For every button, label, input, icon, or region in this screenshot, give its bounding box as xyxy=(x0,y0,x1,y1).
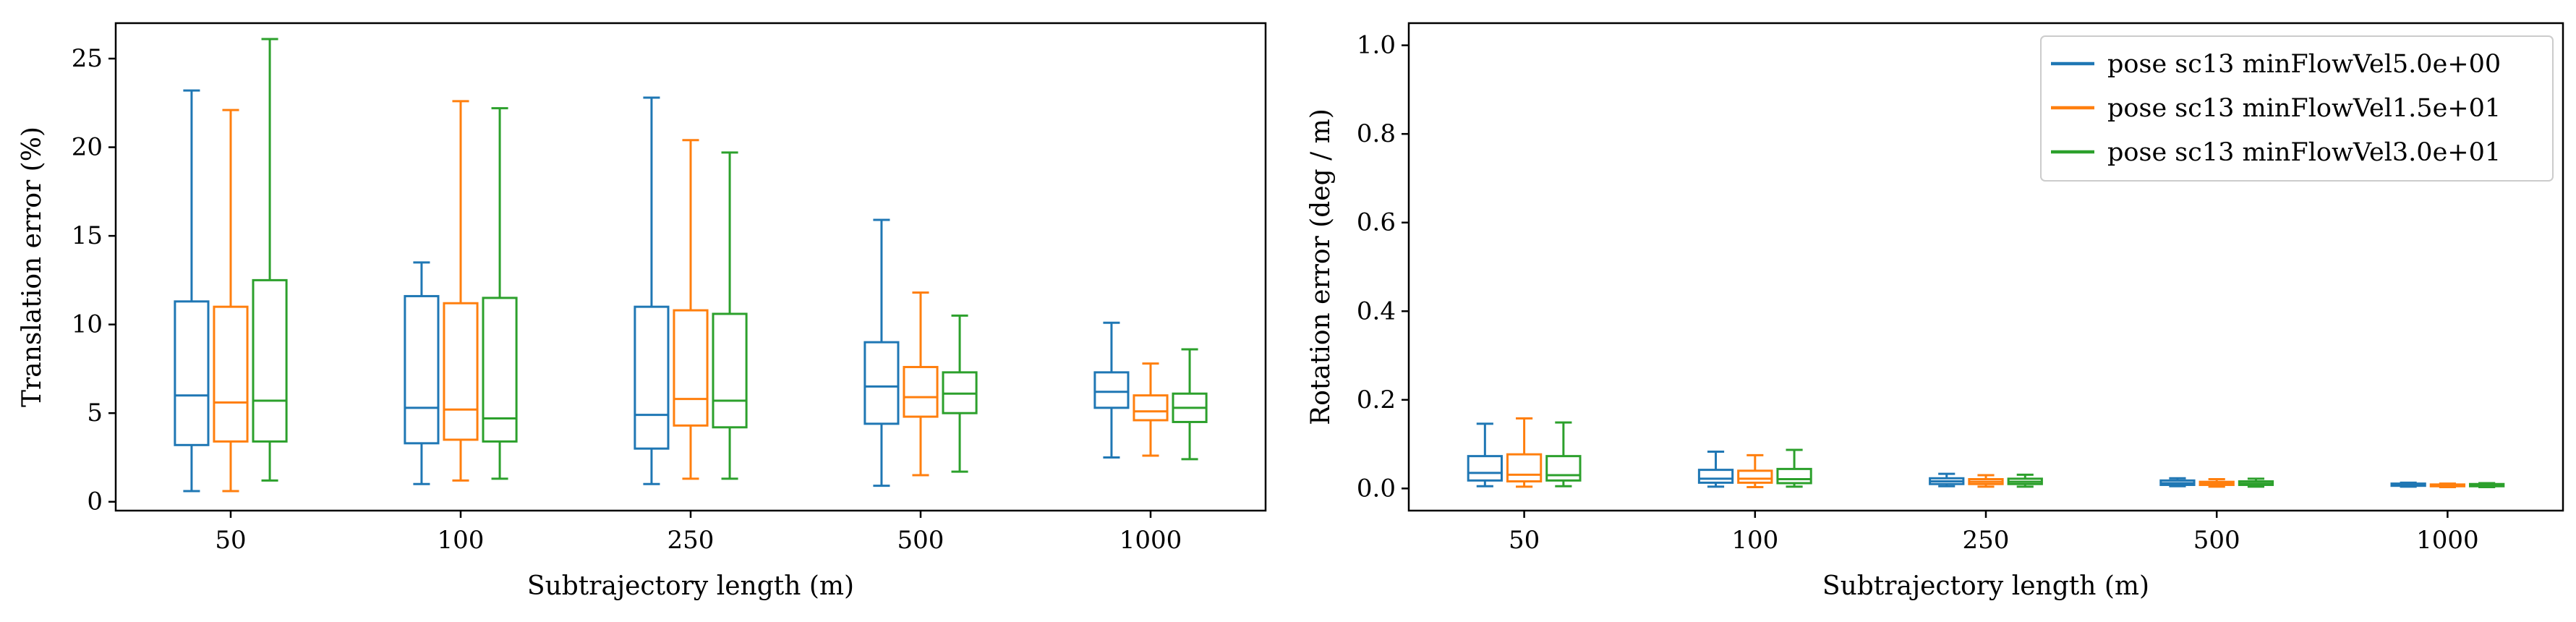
rotation-x-tick-label: 50 xyxy=(1509,526,1540,555)
iqr-box xyxy=(482,297,518,443)
rotation-box-1000-series-0 xyxy=(2390,481,2426,488)
legend-item: pose sc13 minFlowVel3.0e+01 xyxy=(2051,138,2501,167)
rotation-y-tick-label: 0.6 xyxy=(1357,208,1396,237)
translation-x-tick-label: 250 xyxy=(668,526,715,555)
translation-x-ticks: 50 100 250 500 1000 xyxy=(215,511,1182,555)
rotation-box-50-series-2 xyxy=(1545,421,1582,487)
translation-error-chart: 0 5 10 15 20 25 50 100 250 500 1000 Subtrajectory… xyxy=(17,22,1267,601)
iqr-box xyxy=(1545,455,1582,482)
translation-y-tick-label: 20 xyxy=(72,133,103,162)
iqr-box xyxy=(863,341,900,425)
translation-box-100-series-2 xyxy=(482,107,518,480)
legend-label: pose sc13 minFlowVel5.0e+00 xyxy=(2107,50,2501,79)
translation-y-ticks: 0 5 10 15 20 25 xyxy=(72,44,116,516)
translation-box-1000-series-0 xyxy=(1093,321,1130,459)
rotation-box-100-series-2 xyxy=(1776,448,1812,488)
translation-box-100-series-1 xyxy=(443,100,479,482)
rotation-box-1000-series-1 xyxy=(2429,482,2466,489)
rotation-x-axis-label: Subtrajectory length (m) xyxy=(1822,571,2149,601)
rotation-box-500-series-2 xyxy=(2238,477,2274,488)
translation-y-tick-label: 5 xyxy=(87,399,103,427)
iqr-box xyxy=(1467,455,1503,482)
rotation-error-chart: 0.0 0.2 0.4 0.6 0.8 1.0 50 100 250 500 1000 Subtr… xyxy=(1306,22,2564,601)
legend-frame xyxy=(2040,35,2554,182)
iqr-box xyxy=(903,365,939,418)
rotation-y-tick-label: 0.4 xyxy=(1357,297,1396,325)
iqr-box xyxy=(443,302,479,441)
translation-y-tick-label: 25 xyxy=(72,44,103,73)
translation-x-tick-label: 500 xyxy=(897,526,944,555)
rotation-y-ticks: 0.0 0.2 0.4 0.6 0.8 1.0 xyxy=(1357,31,1409,503)
iqr-box xyxy=(673,309,709,427)
rotation-x-tick-label: 100 xyxy=(1731,526,1778,555)
rotation-box-100-series-1 xyxy=(1737,453,1773,489)
translation-box-500-series-2 xyxy=(942,314,978,473)
translation-box-1000-series-2 xyxy=(1172,348,1208,461)
translation-boxes xyxy=(174,38,1208,493)
legend-label: pose sc13 minFlowVel3.0e+01 xyxy=(2107,138,2501,167)
rotation-y-tick-label: 0.8 xyxy=(1357,119,1396,148)
rotation-y-tick-label: 0.2 xyxy=(1357,385,1396,414)
rotation-box-500-series-0 xyxy=(2159,477,2196,487)
rotation-box-500-series-1 xyxy=(2198,477,2235,488)
iqr-box xyxy=(1506,453,1543,483)
translation-box-50-series-2 xyxy=(252,38,288,482)
translation-x-tick-label: 1000 xyxy=(1119,526,1182,555)
rotation-box-50-series-0 xyxy=(1467,422,1503,487)
translation-box-1000-series-1 xyxy=(1133,362,1169,457)
legend-label: pose sc13 minFlowVel1.5e+01 xyxy=(2107,94,2501,123)
rotation-boxes xyxy=(1467,417,2505,489)
rotation-y-axis-label: Rotation error (deg / m) xyxy=(1306,108,1336,425)
rotation-box-250-series-0 xyxy=(1929,472,1965,487)
iqr-box xyxy=(634,305,670,450)
rotation-x-ticks: 50 100 250 500 1000 xyxy=(1509,511,2479,555)
iqr-box xyxy=(174,300,210,446)
legend-item: pose sc13 minFlowVel1.5e+01 xyxy=(2051,94,2501,123)
rotation-y-tick-label: 0.0 xyxy=(1357,474,1396,503)
translation-box-250-series-1 xyxy=(673,139,709,480)
translation-box-500-series-0 xyxy=(863,218,900,487)
translation-x-tick-label: 50 xyxy=(215,526,246,555)
iqr-box xyxy=(712,312,748,429)
translation-y-tick-label: 10 xyxy=(72,310,103,339)
iqr-box xyxy=(1737,469,1773,484)
iqr-box xyxy=(252,278,288,443)
iqr-box xyxy=(1093,371,1130,409)
translation-box-100-series-0 xyxy=(404,261,440,485)
rotation-y-tick-label: 1.0 xyxy=(1357,31,1396,60)
iqr-box xyxy=(213,305,249,443)
translation-box-250-series-2 xyxy=(712,151,748,480)
rotation-box-100-series-0 xyxy=(1697,451,1734,488)
translation-y-tick-label: 0 xyxy=(87,487,103,516)
iqr-box xyxy=(1776,467,1812,485)
translation-x-axis-label: Subtrajectory length (m) xyxy=(527,571,854,601)
translation-x-tick-label: 100 xyxy=(438,526,485,555)
rotation-x-tick-label: 250 xyxy=(1963,526,2010,555)
rotation-box-1000-series-2 xyxy=(2469,482,2505,489)
rotation-box-50-series-1 xyxy=(1506,417,1543,488)
iqr-box xyxy=(404,294,440,445)
rotation-box-250-series-1 xyxy=(1968,474,2004,488)
rotation-x-tick-label: 500 xyxy=(2193,526,2240,555)
rotation-box-250-series-2 xyxy=(2007,473,2043,488)
rotation-x-tick-label: 1000 xyxy=(2416,526,2479,555)
iqr-box xyxy=(1133,394,1169,422)
translation-box-50-series-0 xyxy=(174,89,210,493)
iqr-box xyxy=(1697,469,1734,484)
translation-y-tick-label: 15 xyxy=(72,221,103,250)
translation-box-50-series-1 xyxy=(213,108,249,493)
translation-box-500-series-1 xyxy=(903,291,939,477)
translation-box-250-series-0 xyxy=(634,96,670,485)
legend: pose sc13 minFlowVel5.0e+00 pose sc13 min… xyxy=(2040,35,2554,182)
legend-item: pose sc13 minFlowVel5.0e+00 xyxy=(2051,50,2501,79)
translation-y-axis-label: Translation error (%) xyxy=(17,127,47,407)
